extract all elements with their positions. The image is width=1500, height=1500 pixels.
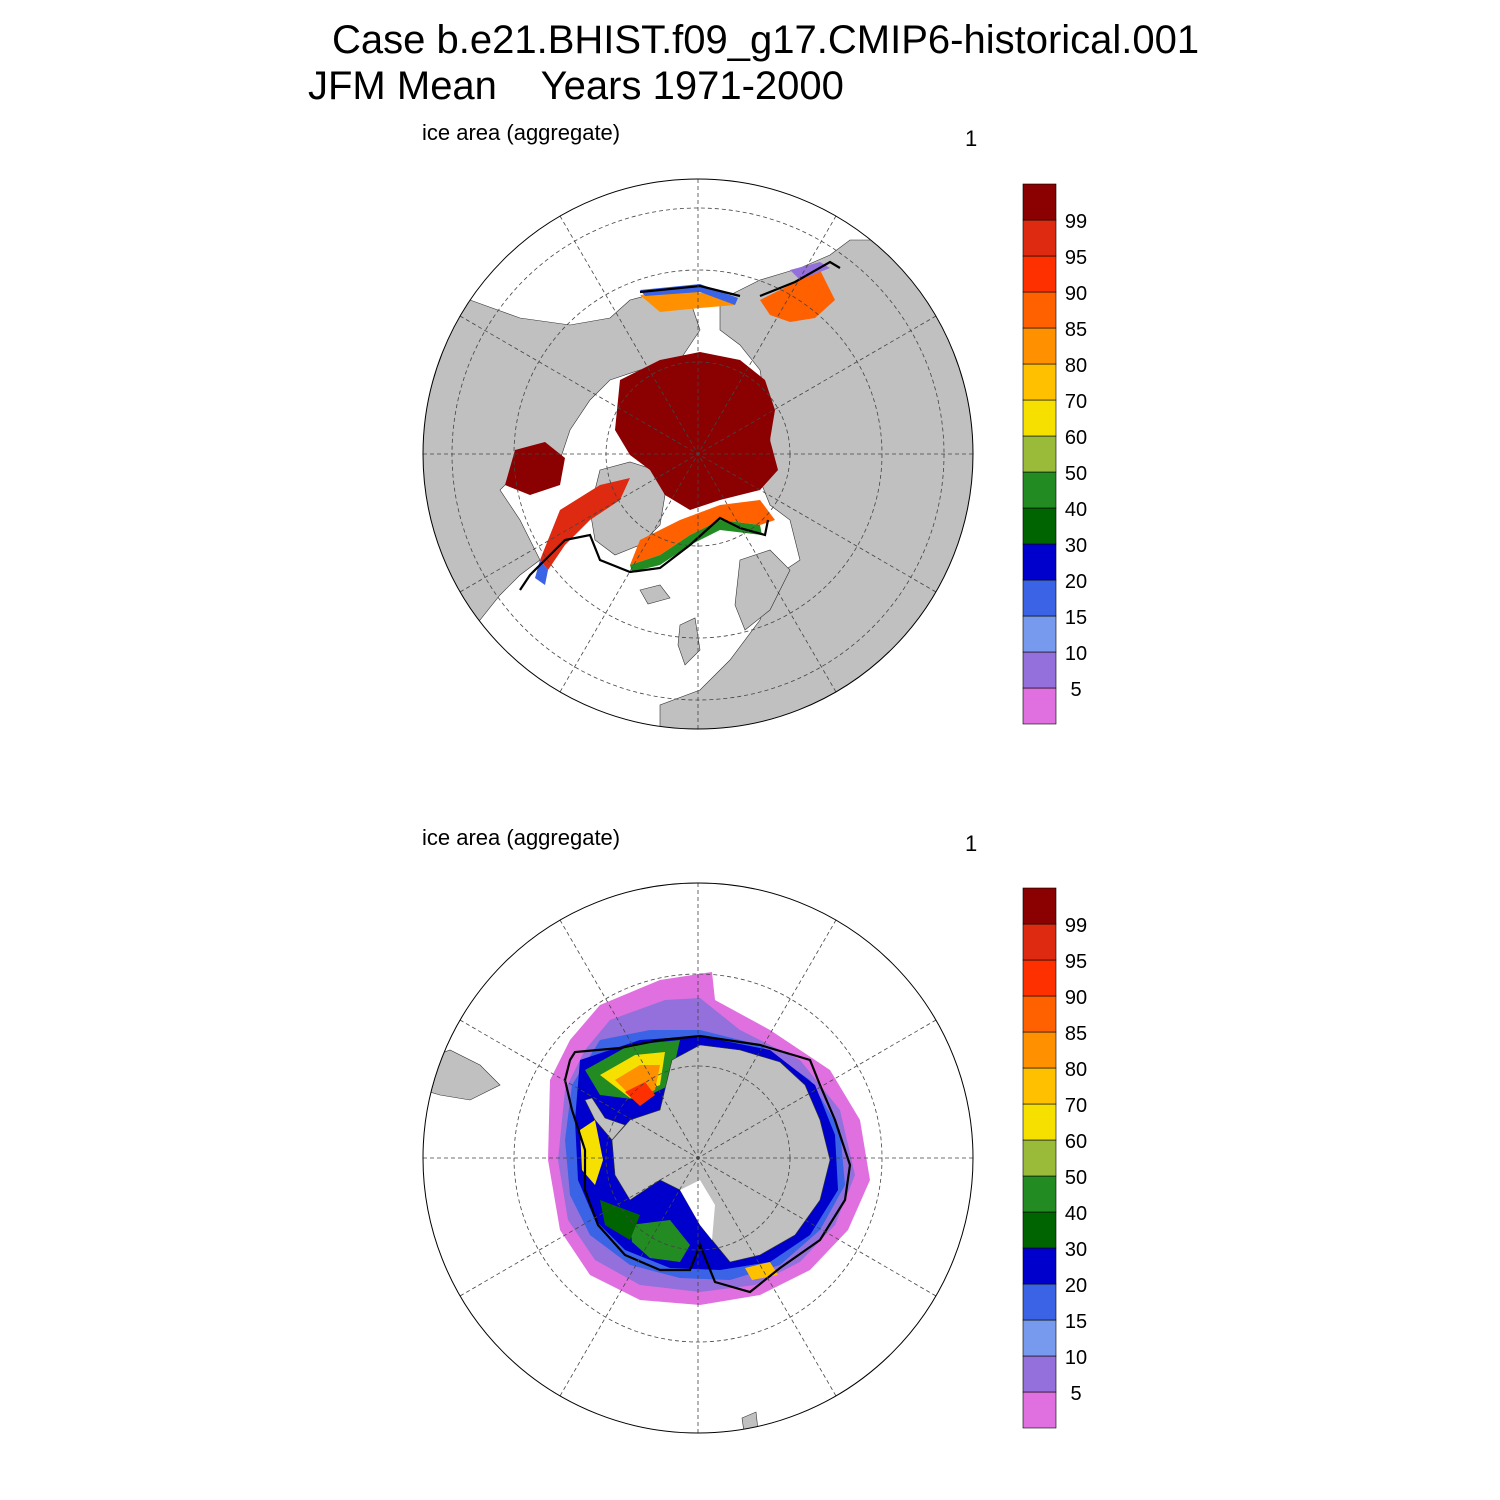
colorbar-south-label: 60 — [1065, 1131, 1087, 1153]
colorbar-south-swatch — [1022, 1319, 1057, 1357]
colorbar-south-swatch — [1022, 923, 1057, 961]
colorbar-north-label: 95 — [1065, 247, 1087, 269]
colorbar-south-label: 10 — [1065, 1347, 1087, 1369]
colorbar-north-label: 99 — [1065, 211, 1087, 233]
colorbar-north-label: 80 — [1065, 355, 1087, 377]
north-land-british-isles — [677, 617, 701, 666]
colorbar-south-swatch — [1022, 1355, 1057, 1393]
colorbar-north-swatch — [1022, 291, 1057, 329]
north-land-americas-asia — [423, 291, 701, 651]
colorbar-south-swatch — [1022, 1103, 1057, 1141]
arctic-ice-barents-band — [630, 500, 775, 565]
south-panel-number: 1 — [965, 831, 978, 856]
colorbar-north-swatch — [1022, 651, 1057, 689]
antarctic-ice-weddell-red — [625, 1082, 655, 1106]
colorbar-south-swatch — [1022, 887, 1057, 925]
colorbar-north-label: 70 — [1065, 391, 1087, 413]
colorbar-south-swatch — [1022, 1247, 1057, 1285]
north-land-scandinavia — [734, 549, 791, 631]
colorbar-north-swatch — [1022, 327, 1057, 365]
antarctic-peninsula — [584, 1097, 626, 1141]
arctic-ice-central-pack — [615, 352, 778, 510]
colorbar-south-swatch — [1022, 959, 1057, 997]
antarctic-ice-ross-green — [630, 1220, 690, 1262]
colorbar-south-label: 80 — [1065, 1059, 1087, 1081]
colorbar-north-label: 85 — [1065, 319, 1087, 341]
colorbar-north-label: 5 — [1070, 679, 1081, 701]
colorbar-north-label: 30 — [1065, 535, 1087, 557]
colorbar-north-label: 15 — [1065, 607, 1087, 629]
colorbar-south-swatch — [1022, 1283, 1057, 1321]
arctic-ice-labrador-band — [540, 478, 630, 570]
arctic-map-border — [422, 178, 974, 730]
colorbar-south-label: 85 — [1065, 1023, 1087, 1045]
arctic-ice-hudson-bay — [505, 442, 565, 495]
colorbar-south-swatch — [1022, 1139, 1057, 1177]
colorbar-south-label: 15 — [1065, 1311, 1087, 1333]
colorbar-north-label: 20 — [1065, 571, 1087, 593]
colorbar-south-label: 70 — [1065, 1095, 1087, 1117]
colorbar-north-swatch — [1022, 615, 1057, 653]
colorbar-north-swatch — [1022, 435, 1057, 473]
south-field-label: ice area (aggregate) — [422, 825, 621, 850]
colorbar-north-swatch — [1022, 543, 1057, 581]
colorbar-south-label: 40 — [1065, 1203, 1087, 1225]
colorbar-south-swatch — [1022, 1031, 1057, 1069]
colorbar-north-label: 50 — [1065, 463, 1087, 485]
ross-ice-shelf — [680, 1180, 715, 1240]
colorbar-south-label: 90 — [1065, 987, 1087, 1009]
arctic-ice-labrador-edge — [535, 560, 548, 585]
arctic-sea-ice — [505, 262, 835, 585]
colorbar-south-label: 5 — [1070, 1383, 1081, 1405]
colorbar-north-swatch — [1022, 507, 1057, 545]
arctic-map — [422, 178, 974, 730]
colorbar-south-swatch — [1022, 1211, 1057, 1249]
arctic-observed-edge — [519, 260, 841, 591]
colorbar-north-label: 40 — [1065, 499, 1087, 521]
colorbar-north-swatch — [1022, 687, 1057, 725]
colorbar-north: 5 10 15 20 30 40 50 60 70 80 85 90 95 99 — [1022, 183, 1087, 725]
antarctic-map — [422, 882, 974, 1434]
arctic-ice-barents-edge — [630, 520, 762, 572]
colorbar-south-label: 95 — [1065, 951, 1087, 973]
north-panel-number: 1 — [965, 126, 978, 151]
colorbar-north-swatch — [1022, 363, 1057, 401]
arctic-edge-atlantic — [519, 516, 770, 591]
colorbar-north-swatch — [1022, 579, 1057, 617]
antarctic-graticule — [423, 883, 973, 1433]
colorbar-north-swatch — [1022, 219, 1057, 257]
antarctic-ice-ross-darkgreen — [600, 1200, 640, 1240]
north-field-label: ice area (aggregate) — [422, 120, 621, 145]
colorbar-south-swatch — [1022, 1067, 1057, 1105]
case-title: Case b.e21.BHIST.f09_g17.CMIP6-historica… — [332, 18, 1200, 62]
period-title: JFM Mean Years 1971-2000 — [308, 64, 844, 108]
colorbar-north-swatch — [1022, 471, 1057, 509]
antarctic-observed-edge — [563, 1034, 852, 1294]
colorbar-north-swatch — [1022, 399, 1057, 437]
colorbar-south-label: 20 — [1065, 1275, 1087, 1297]
arctic-edge-pacific — [639, 260, 841, 298]
colorbar-south-label: 30 — [1065, 1239, 1087, 1261]
north-land-iceland — [639, 584, 671, 605]
colorbar-north-swatch — [1022, 255, 1057, 293]
arctic-graticule — [423, 179, 973, 729]
colorbar-south-label: 99 — [1065, 915, 1087, 937]
colorbar-north-swatch — [1022, 183, 1057, 221]
colorbar-south-swatch — [1022, 995, 1057, 1033]
colorbar-south: 5 10 15 20 30 40 50 60 70 80 85 90 95 99 — [1022, 887, 1087, 1429]
arctic-ice-okhotsk — [760, 270, 835, 322]
colorbar-north-label: 90 — [1065, 283, 1087, 305]
colorbar-south-label: 50 — [1065, 1167, 1087, 1189]
antarctic-edge-contour — [563, 1034, 852, 1294]
colorbar-south-swatch — [1022, 1391, 1057, 1429]
colorbar-south-swatch — [1022, 1175, 1057, 1213]
antarctic-map-border — [422, 882, 974, 1434]
colorbar-north-label: 10 — [1065, 643, 1087, 665]
colorbar-north-label: 60 — [1065, 427, 1087, 449]
